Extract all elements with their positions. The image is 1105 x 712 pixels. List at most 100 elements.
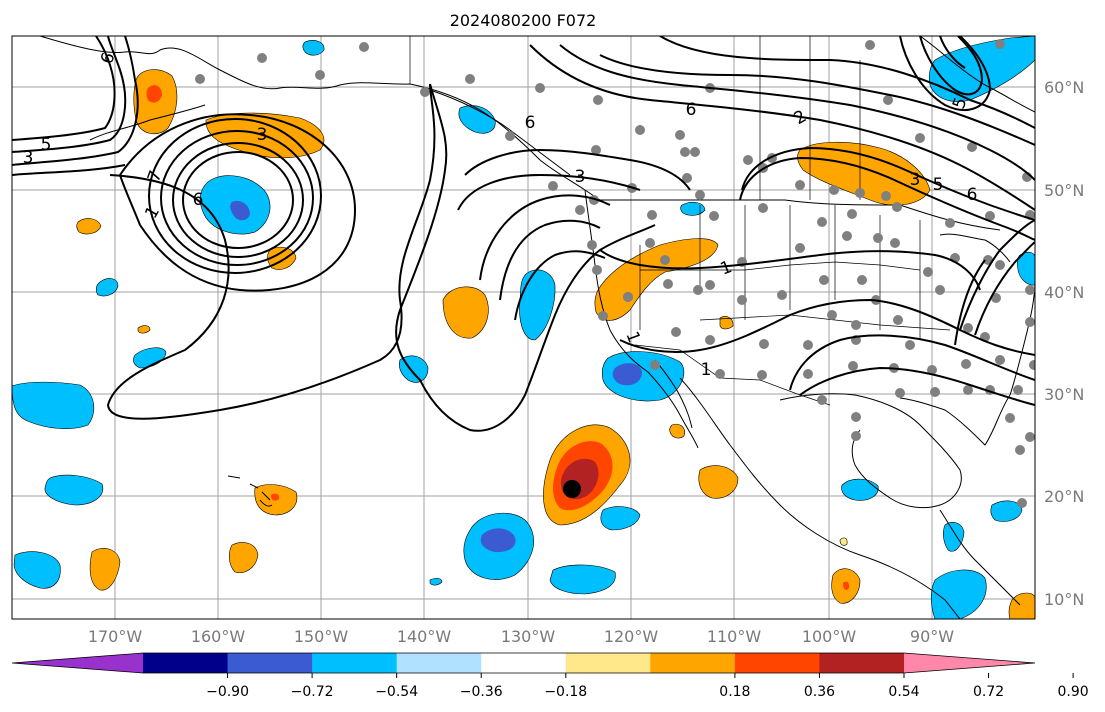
station-markers bbox=[195, 39, 1035, 508]
orange-region-gulf-california bbox=[669, 423, 685, 439]
orange-region-caribbean bbox=[1008, 592, 1035, 619]
contour-ne-1 bbox=[899, 36, 992, 111]
lon-label: 110°W bbox=[707, 627, 762, 646]
colorbar-segment bbox=[481, 653, 567, 673]
colorbar-segment bbox=[396, 653, 482, 673]
red-core-se-pacific bbox=[843, 581, 850, 591]
lat-label: 20°N bbox=[1044, 487, 1084, 506]
colorbar: −0.90 −0.72 −0.54 −0.36 −0.18 0.18 0.36 0.54 0.7… bbox=[11, 652, 1089, 700]
height-contours bbox=[12, 36, 1035, 432]
colorbar-label: −0.36 bbox=[460, 684, 503, 700]
contour-low-4 bbox=[148, 118, 322, 274]
lon-label: 100°W bbox=[802, 627, 857, 646]
svg-text:5: 5 bbox=[933, 175, 944, 195]
map-panel: 6 5 3 7 1 6 3 1 6 2 3 6 1 1 5 3 5 6 bbox=[11, 35, 1036, 620]
red-core-bering bbox=[146, 85, 162, 103]
contour-north-1 bbox=[529, 44, 1035, 211]
colorbar-segment bbox=[312, 653, 398, 673]
blue-region-small-hawaii bbox=[429, 577, 443, 586]
colorbar-label: 0.18 bbox=[719, 684, 750, 700]
blue-region-west-coast bbox=[519, 269, 556, 341]
contour-ridge-5 bbox=[499, 219, 601, 301]
canada-west-coast bbox=[429, 89, 571, 176]
orange-region-canada-plains bbox=[797, 141, 931, 206]
blue-region-west-edge bbox=[12, 381, 95, 430]
contour-west-trough bbox=[106, 83, 436, 420]
blue-region-south-mid bbox=[549, 564, 616, 595]
contour-ridge-4 bbox=[479, 194, 611, 281]
blue-region-caribbean-1 bbox=[990, 500, 1023, 522]
contour-north-4 bbox=[659, 36, 1035, 129]
orange-region-south-w2 bbox=[229, 542, 259, 573]
contour-ne-3 bbox=[939, 36, 966, 69]
svg-text:6: 6 bbox=[686, 100, 697, 120]
contour-us-2 bbox=[619, 298, 1035, 356]
contour-east-2 bbox=[974, 241, 1035, 336]
contour-bering-4 bbox=[12, 36, 116, 141]
blue-core-gulf-alaska bbox=[230, 200, 250, 221]
blue-region-baja bbox=[601, 351, 685, 402]
contour-bering-1 bbox=[12, 36, 127, 153]
colorbar-extend-max bbox=[904, 653, 1035, 673]
blue-region-gulf-mexico bbox=[841, 478, 879, 501]
contour-us-3 bbox=[789, 334, 1035, 391]
colorbar-label: −0.90 bbox=[206, 684, 249, 700]
contour-north-5 bbox=[739, 156, 1035, 241]
negative-anomaly-shading bbox=[12, 36, 1035, 619]
svg-text:3: 3 bbox=[910, 170, 921, 190]
contour-north-6 bbox=[741, 146, 1035, 221]
blue-region-far-south-west bbox=[13, 551, 61, 589]
contour-bering-2 bbox=[12, 36, 139, 166]
border-states-2 bbox=[640, 261, 951, 331]
svg-text:1: 1 bbox=[701, 360, 712, 380]
contour-low-1 bbox=[182, 151, 294, 249]
svg-text:3: 3 bbox=[575, 167, 586, 187]
lon-label: 130°W bbox=[501, 627, 556, 646]
svg-text:6: 6 bbox=[525, 113, 536, 133]
svg-text:6: 6 bbox=[967, 185, 978, 205]
baja-california bbox=[647, 371, 699, 449]
lat-label: 40°N bbox=[1044, 283, 1084, 302]
red-core-hawaii bbox=[271, 493, 280, 501]
colorbar-label: −0.18 bbox=[544, 684, 587, 700]
canada-us-border-west bbox=[584, 189, 785, 201]
map-frame bbox=[11, 35, 1036, 620]
blue-region-north-pacific-top bbox=[302, 40, 325, 56]
colorbar-label: −0.72 bbox=[291, 684, 334, 700]
orange-region-mexico-w bbox=[698, 465, 739, 499]
coastlines bbox=[39, 36, 1035, 619]
orange-region-west-pacific bbox=[442, 286, 489, 339]
svg-text:3: 3 bbox=[23, 148, 34, 168]
lon-label: 160°W bbox=[191, 627, 246, 646]
contour-east-3 bbox=[954, 259, 986, 346]
central-america bbox=[939, 509, 1021, 606]
contour-ne-2 bbox=[919, 36, 984, 96]
lat-label: 10°N bbox=[1044, 590, 1084, 609]
colorbar-label: −0.54 bbox=[375, 684, 418, 700]
contour-bering-3 bbox=[12, 164, 126, 176]
blue-core-central-pacific bbox=[480, 528, 516, 553]
lon-label: 150°W bbox=[294, 627, 349, 646]
blue-region-alaska-coast bbox=[458, 105, 496, 134]
colorbar-label: 0.54 bbox=[888, 684, 919, 700]
contour-low-outer bbox=[118, 113, 357, 292]
contour-low-2 bbox=[172, 142, 304, 258]
mexico-west-coast bbox=[679, 377, 961, 619]
lat-label: 30°N bbox=[1044, 385, 1084, 404]
contour-us-4 bbox=[799, 366, 1035, 406]
blue-region-us-small bbox=[680, 201, 706, 216]
positive-anomaly-shading bbox=[76, 69, 1035, 619]
colorbar-label: 0.72 bbox=[973, 684, 1004, 700]
lon-label: 120°W bbox=[604, 627, 659, 646]
alaska-coast bbox=[39, 36, 586, 191]
lon-label: 140°W bbox=[397, 627, 452, 646]
colorbar-extend-min bbox=[12, 653, 143, 673]
blue-region-small-w bbox=[95, 278, 119, 297]
colorbar-segment bbox=[143, 653, 229, 673]
contour-north-3 bbox=[599, 54, 1035, 146]
blue-region-northeast bbox=[928, 36, 1035, 102]
florida bbox=[899, 394, 1011, 446]
contour-low-3 bbox=[160, 130, 314, 266]
colorbar-label: 0.90 bbox=[1058, 684, 1089, 700]
hawaii-islands bbox=[227, 475, 273, 507]
